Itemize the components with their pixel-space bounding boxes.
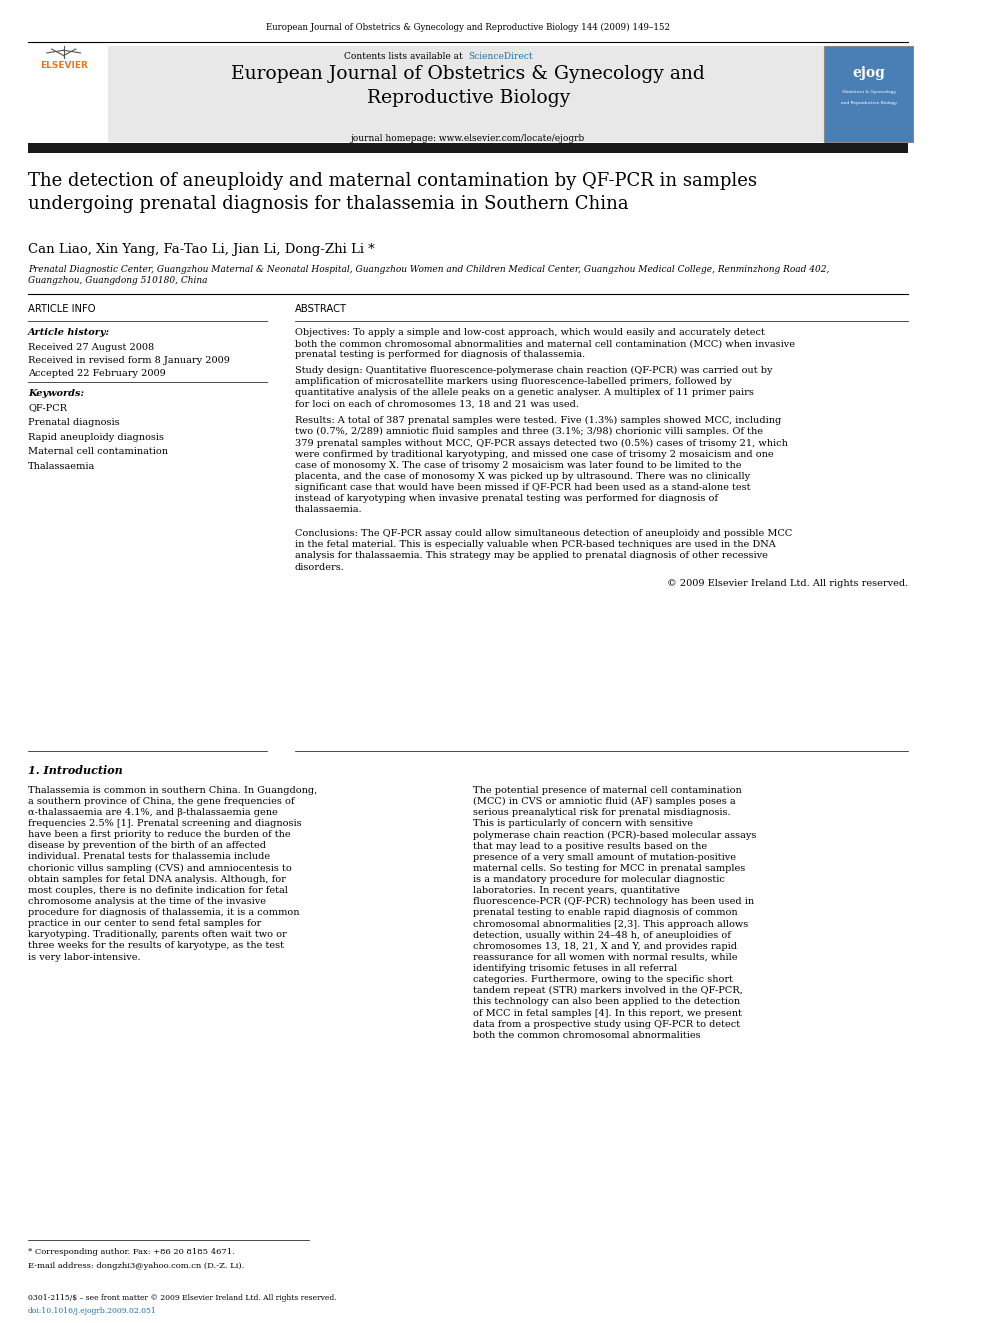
Text: and Reproductive Biology: and Reproductive Biology bbox=[841, 101, 897, 105]
Text: Received in revised form 8 January 2009: Received in revised form 8 January 2009 bbox=[28, 356, 230, 365]
Text: European Journal of Obstetrics & Gynecology and Reproductive Biology 144 (2009) : European Journal of Obstetrics & Gynecol… bbox=[266, 22, 671, 32]
Text: ejog: ejog bbox=[852, 66, 886, 81]
FancyBboxPatch shape bbox=[108, 46, 824, 142]
Text: Conclusions: The QF-PCR assay could allow simultaneous detection of aneuploidy a: Conclusions: The QF-PCR assay could allo… bbox=[295, 529, 793, 572]
Text: ABSTRACT: ABSTRACT bbox=[295, 304, 347, 315]
FancyBboxPatch shape bbox=[28, 143, 909, 153]
Text: Keywords:: Keywords: bbox=[28, 389, 84, 398]
Text: Objectives: To apply a simple and low-cost approach, which would easily and accu: Objectives: To apply a simple and low-co… bbox=[295, 328, 795, 360]
Text: ELSEVIER: ELSEVIER bbox=[40, 61, 87, 70]
Text: Thalassaemia: Thalassaemia bbox=[28, 462, 95, 471]
Text: QF-PCR: QF-PCR bbox=[28, 404, 67, 413]
Text: Contents lists available at: Contents lists available at bbox=[344, 52, 465, 61]
Text: ScienceDirect: ScienceDirect bbox=[468, 52, 533, 61]
Text: Thalassemia is common in southern China. In Guangdong,
a southern province of Ch: Thalassemia is common in southern China.… bbox=[28, 786, 317, 962]
Text: journal homepage: www.elsevier.com/locate/ejogrb: journal homepage: www.elsevier.com/locat… bbox=[351, 134, 585, 143]
Text: Study design: Quantitative fluorescence-polymerase chain reaction (QF-PCR) was c: Study design: Quantitative fluorescence-… bbox=[295, 365, 773, 409]
Text: 0301-2115/$ – see front matter © 2009 Elsevier Ireland Ltd. All rights reserved.: 0301-2115/$ – see front matter © 2009 El… bbox=[28, 1294, 336, 1302]
Text: European Journal of Obstetrics & Gynecology and: European Journal of Obstetrics & Gynecol… bbox=[231, 65, 705, 83]
Text: Article history:: Article history: bbox=[28, 328, 110, 337]
Text: Can Liao, Xin Yang, Fa-Tao Li, Jian Li, Dong-Zhi Li *: Can Liao, Xin Yang, Fa-Tao Li, Jian Li, … bbox=[28, 243, 375, 257]
Text: The potential presence of maternal cell contamination
(MCC) in CVS or amniotic f: The potential presence of maternal cell … bbox=[473, 786, 756, 1040]
Text: ARTICLE INFO: ARTICLE INFO bbox=[28, 304, 95, 315]
FancyBboxPatch shape bbox=[24, 46, 108, 142]
Text: Prenatal diagnosis: Prenatal diagnosis bbox=[28, 418, 120, 427]
FancyBboxPatch shape bbox=[824, 46, 913, 142]
Text: © 2009 Elsevier Ireland Ltd. All rights reserved.: © 2009 Elsevier Ireland Ltd. All rights … bbox=[667, 579, 909, 589]
Text: E-mail address: dongzhi3@yahoo.com.cn (D.-Z. Li).: E-mail address: dongzhi3@yahoo.com.cn (D… bbox=[28, 1262, 244, 1270]
Text: Received 27 August 2008: Received 27 August 2008 bbox=[28, 343, 154, 352]
Text: Accepted 22 February 2009: Accepted 22 February 2009 bbox=[28, 369, 166, 378]
Text: Prenatal Diagnostic Center, Guangzhou Maternal & Neonatal Hospital, Guangzhou Wo: Prenatal Diagnostic Center, Guangzhou Ma… bbox=[28, 265, 829, 284]
Text: Obstetrics & Gynecology: Obstetrics & Gynecology bbox=[842, 90, 896, 94]
Text: Maternal cell contamination: Maternal cell contamination bbox=[28, 447, 168, 456]
Text: The detection of aneuploidy and maternal contamination by QF-PCR in samples
unde: The detection of aneuploidy and maternal… bbox=[28, 172, 757, 213]
Text: Rapid aneuploidy diagnosis: Rapid aneuploidy diagnosis bbox=[28, 433, 164, 442]
Text: doi:10.1016/j.ejogrb.2009.02.051: doi:10.1016/j.ejogrb.2009.02.051 bbox=[28, 1307, 157, 1315]
Text: 1. Introduction: 1. Introduction bbox=[28, 765, 123, 775]
Text: Results: A total of 387 prenatal samples were tested. Five (1.3%) samples showed: Results: A total of 387 prenatal samples… bbox=[295, 415, 788, 515]
Text: Reproductive Biology: Reproductive Biology bbox=[367, 89, 569, 107]
Text: * Corresponding author. Fax: +86 20 8185 4671.: * Corresponding author. Fax: +86 20 8185… bbox=[28, 1248, 235, 1256]
